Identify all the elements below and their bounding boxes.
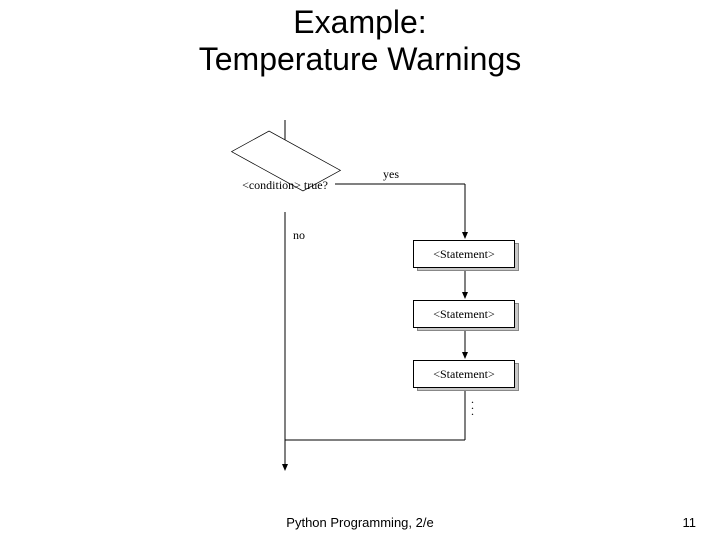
no-label: no: [293, 228, 305, 243]
statement-2-label: <Statement>: [433, 307, 495, 322]
statement-1-label: <Statement>: [433, 247, 495, 262]
decision-label: <condition> true?: [237, 178, 333, 193]
yes-label: yes: [383, 167, 399, 182]
title-line-2: Temperature Warnings: [199, 41, 522, 77]
footer-text: Python Programming, 2/e: [0, 515, 720, 530]
ellipsis-dots: ...: [471, 396, 474, 414]
statement-1: <Statement>: [413, 240, 515, 268]
slide-title: Example: Temperature Warnings: [0, 4, 720, 78]
statement-3: <Statement>: [413, 360, 515, 388]
page-number: 11: [683, 515, 697, 530]
statement-2: <Statement>: [413, 300, 515, 328]
flowchart-diagram: <condition> true? yes no <Statement> <St…: [165, 110, 565, 510]
title-line-1: Example:: [293, 4, 426, 40]
statement-3-label: <Statement>: [433, 367, 495, 382]
